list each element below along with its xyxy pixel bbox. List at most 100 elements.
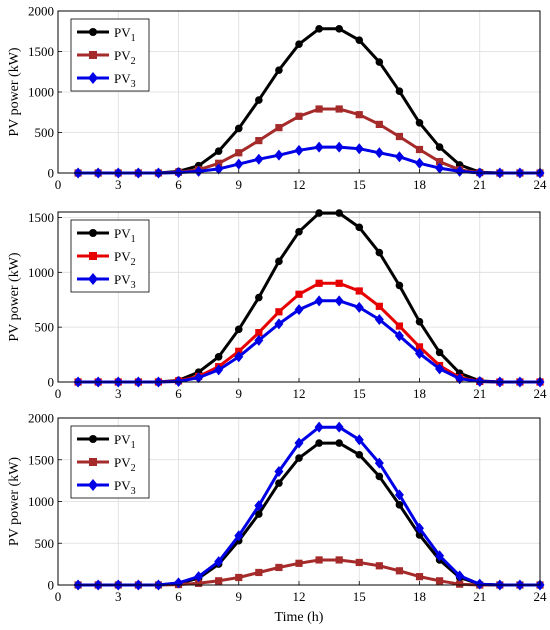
- data-point: [174, 375, 183, 387]
- x-tick-label: 24: [534, 386, 548, 401]
- data-point: [255, 568, 263, 577]
- data-point: [374, 313, 384, 325]
- data-point: [194, 372, 204, 384]
- x-tick-label: 24: [534, 589, 548, 604]
- data-point: [415, 522, 424, 534]
- data-point: [215, 577, 223, 585]
- legend-label: PV3: [114, 478, 136, 497]
- legend-label-subscript: 2: [131, 56, 136, 67]
- data-point: [415, 317, 424, 326]
- x-tick-label: 6: [175, 589, 182, 604]
- data-point: [354, 434, 364, 446]
- legend-label-subscript: 3: [131, 79, 136, 90]
- data-point: [194, 165, 204, 177]
- data-point: [475, 578, 485, 590]
- legend-item-pv1: PV1: [77, 226, 136, 245]
- y-tick-label: 0: [48, 578, 55, 593]
- x-tick-label: 18: [413, 177, 426, 192]
- data-point: [234, 158, 244, 170]
- data-point: [194, 571, 204, 583]
- data-point: [395, 281, 404, 290]
- data-point: [275, 479, 283, 487]
- x-tick-label: 3: [115, 589, 122, 604]
- data-point: [275, 124, 283, 132]
- axes-frame: [57, 211, 541, 383]
- data-point: [235, 149, 243, 157]
- x-tick-label: 15: [353, 589, 366, 604]
- data-point: [275, 257, 283, 266]
- legend-label: PV2: [114, 249, 136, 268]
- data-point: [274, 149, 284, 161]
- x-tick-label: 6: [175, 177, 182, 192]
- legend: PV1 PV2 PV3: [70, 425, 150, 499]
- x-tick-label: 18: [413, 589, 426, 604]
- data-point: [374, 147, 384, 159]
- data-point: [375, 120, 383, 128]
- data-point: [215, 159, 223, 167]
- data-point: [335, 279, 343, 287]
- data-point: [415, 118, 424, 127]
- data-point: [375, 472, 384, 481]
- y-tick-label: 500: [35, 125, 55, 140]
- data-point: [214, 147, 223, 155]
- data-point: [335, 105, 343, 113]
- data-point: [174, 577, 183, 589]
- data-point: [355, 223, 364, 232]
- data-point: [355, 111, 363, 119]
- data-point: [334, 295, 344, 307]
- y-tick-label: 0: [48, 375, 55, 390]
- legend: PV1 PV2 PV3: [70, 219, 150, 293]
- x-tick-label: 0: [55, 386, 62, 401]
- y-axis-label: PV power (kW): [7, 457, 22, 547]
- y-tick-label: 1000: [28, 265, 54, 280]
- data-point: [234, 124, 243, 133]
- data-point: [315, 105, 323, 113]
- data-point: [254, 500, 264, 512]
- legend-swatch-marker: [88, 479, 98, 491]
- legend-swatch-marker: [89, 435, 97, 443]
- data-point: [214, 556, 224, 568]
- data-point: [354, 143, 364, 155]
- data-point: [455, 373, 465, 385]
- legend-swatch-marker: [88, 273, 98, 285]
- x-tick-label: 3: [115, 386, 122, 401]
- data-point: [415, 573, 424, 581]
- data-point: [395, 87, 404, 95]
- data-point: [214, 163, 224, 175]
- data-point: [255, 96, 263, 104]
- legend-label: PV2: [114, 48, 136, 67]
- data-point: [295, 40, 303, 49]
- legend-swatch-marker: [89, 28, 97, 36]
- legend-label: PV3: [114, 272, 136, 291]
- data-point: [335, 209, 343, 217]
- data-point: [255, 329, 263, 337]
- y-tick-label: 1500: [28, 44, 54, 59]
- legend-item-pv3: PV3: [77, 272, 136, 291]
- data-point: [254, 334, 264, 346]
- data-point: [395, 132, 404, 141]
- data-point: [394, 151, 404, 163]
- data-point: [394, 489, 404, 501]
- y-tick-label: 500: [35, 320, 55, 335]
- x-tick-label: 15: [353, 177, 366, 192]
- legend-item-pv1: PV1: [77, 25, 136, 44]
- x-tick-label: 0: [55, 589, 62, 604]
- legend-swatch-marker: [89, 51, 97, 59]
- data-point: [355, 287, 363, 295]
- data-point: [274, 318, 284, 330]
- data-point: [375, 58, 384, 66]
- legend-swatch-marker: [89, 458, 97, 466]
- x-tick-label: 21: [473, 589, 486, 604]
- data-point: [415, 343, 424, 351]
- data-point: [255, 137, 263, 145]
- data-point: [255, 293, 263, 302]
- legend-swatch-marker: [89, 252, 97, 260]
- x-tick-label: 12: [293, 177, 306, 192]
- x-tick-label: 12: [293, 386, 306, 401]
- data-point: [214, 352, 223, 361]
- y-tick-label: 500: [35, 536, 55, 551]
- x-tick-label: 9: [236, 177, 243, 192]
- data-point: [294, 304, 304, 316]
